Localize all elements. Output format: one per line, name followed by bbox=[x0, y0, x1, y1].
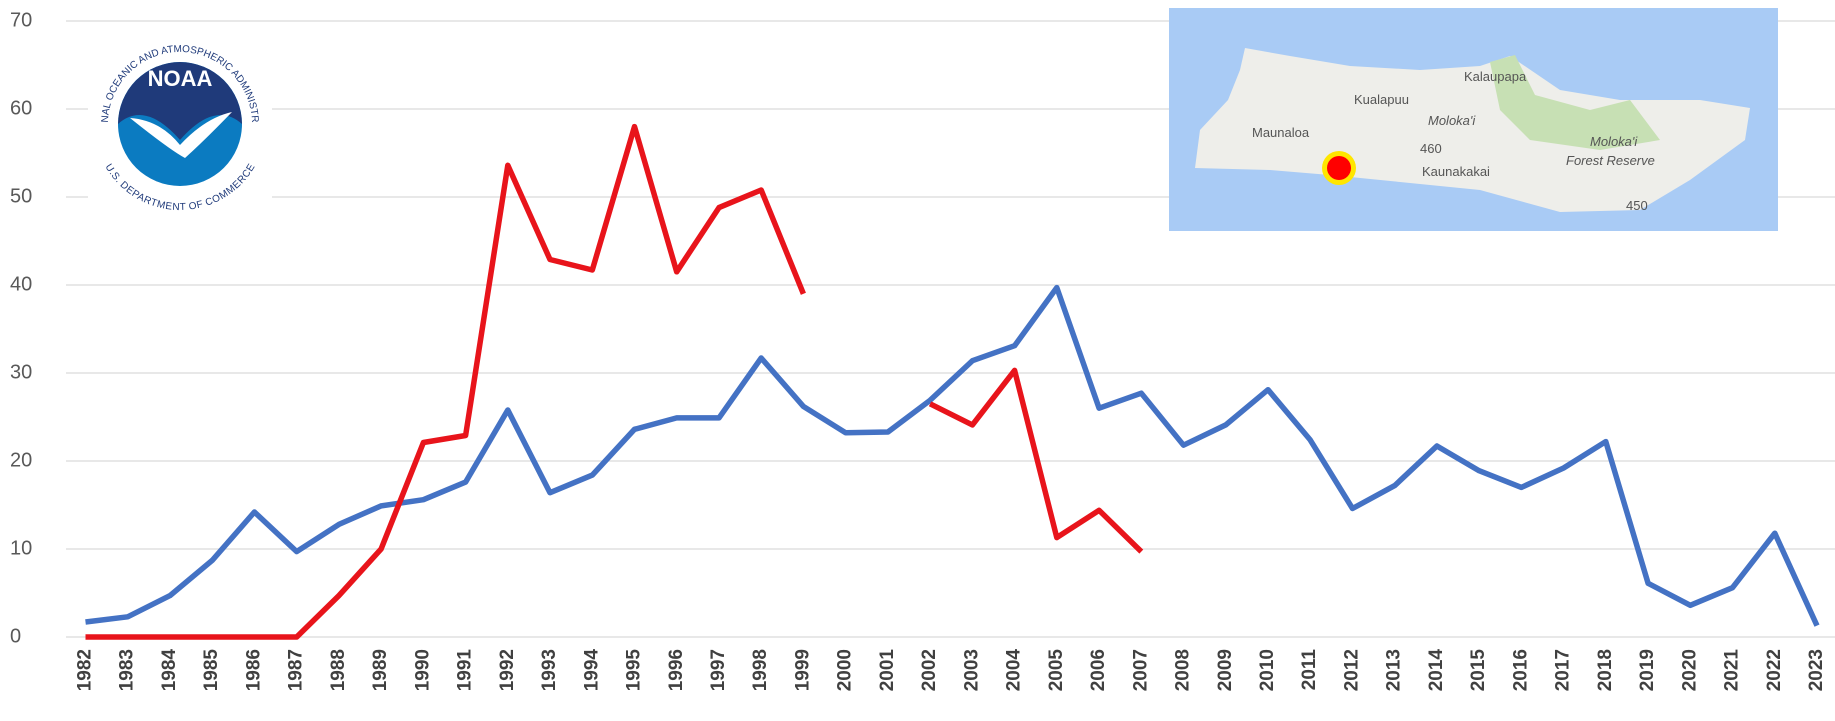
x-tick-label: 1985 bbox=[201, 649, 222, 692]
map-label: Kualapuu bbox=[1354, 92, 1409, 107]
x-tick-label: 1992 bbox=[497, 649, 518, 691]
x-tick-label: 1999 bbox=[792, 649, 813, 691]
x-tick-label: 1991 bbox=[455, 649, 476, 692]
x-tick-label: 2015 bbox=[1468, 649, 1489, 692]
x-tick-label: 2021 bbox=[1722, 649, 1743, 692]
x-tick-label: 1986 bbox=[243, 649, 264, 691]
x-tick-label: 2001 bbox=[877, 649, 898, 692]
x-tick-label: 2017 bbox=[1553, 649, 1574, 691]
x-tick-label: 1983 bbox=[117, 649, 138, 691]
x-tick-label: 2012 bbox=[1341, 649, 1362, 691]
y-tick-label: 50 bbox=[10, 185, 32, 207]
logo-name: NOAA bbox=[148, 66, 213, 91]
y-tick-label: 10 bbox=[10, 537, 32, 559]
x-tick-label: 1996 bbox=[666, 649, 687, 691]
y-tick-label: 30 bbox=[10, 361, 32, 383]
x-tick-label: 2010 bbox=[1257, 649, 1278, 691]
x-tick-label: 2003 bbox=[961, 649, 982, 691]
y-tick-label: 20 bbox=[10, 449, 32, 471]
x-tick-label: 1989 bbox=[370, 649, 391, 691]
map-label: Forest Reserve bbox=[1566, 153, 1655, 168]
x-tick-label: 2006 bbox=[1088, 649, 1109, 691]
x-tick-label: 2004 bbox=[1004, 649, 1025, 692]
x-tick-label: 2009 bbox=[1215, 649, 1236, 691]
y-tick-label: 40 bbox=[10, 273, 32, 295]
x-tick-label: 1993 bbox=[539, 649, 560, 691]
map-marker bbox=[1327, 156, 1351, 180]
x-tick-label: 1997 bbox=[708, 649, 729, 691]
x-tick-label: 1982 bbox=[75, 649, 96, 691]
map: Kalaupapa Kualapuu Maunaloa Moloka'i 460… bbox=[1169, 8, 1778, 231]
x-tick-label: 1984 bbox=[159, 649, 180, 692]
x-tick-label: 2019 bbox=[1637, 649, 1658, 691]
x-tick-label: 2005 bbox=[1046, 649, 1067, 692]
y-tick-label: 60 bbox=[10, 97, 32, 119]
x-tick-label: 2014 bbox=[1426, 649, 1447, 692]
map-label: Moloka'i bbox=[1428, 113, 1476, 128]
chart: 0 10 20 30 40 50 60 70 NOAA NATIONAL OCEANIC AN… bbox=[0, 0, 1835, 721]
x-tick-label: 1998 bbox=[750, 649, 771, 691]
x-tick-label: 1995 bbox=[624, 649, 645, 692]
y-tick-label: 0 bbox=[10, 625, 21, 647]
y-tick-label: 70 bbox=[10, 9, 32, 31]
x-tick-label: 2022 bbox=[1764, 649, 1785, 691]
x-tick-label: 2008 bbox=[1173, 649, 1194, 691]
map-label: 460 bbox=[1420, 141, 1442, 156]
x-tick-label: 1990 bbox=[412, 649, 433, 691]
map-label: Moloka'i bbox=[1590, 134, 1638, 149]
x-tick-label: 2007 bbox=[1130, 649, 1151, 691]
noaa-logo: NOAA NATIONAL OCEANIC AND ATMOSPHERIC AD… bbox=[0, 0, 272, 219]
x-tick-label: 1987 bbox=[286, 649, 307, 691]
x-tick-label: 2000 bbox=[835, 649, 856, 691]
x-tick-label: 1994 bbox=[581, 649, 602, 692]
x-tick-label: 2011 bbox=[1299, 649, 1320, 691]
map-label: Kaunakakai bbox=[1422, 164, 1490, 179]
x-labels: 1982 1983 1984 1985 1986 1987 1988 1989 1990 1991… bbox=[75, 649, 1828, 692]
x-tick-label: 2023 bbox=[1806, 649, 1827, 691]
series-line bbox=[86, 288, 1818, 626]
x-tick-label: 2002 bbox=[919, 649, 940, 691]
x-tick-label: 2018 bbox=[1595, 649, 1616, 691]
x-tick-label: 2016 bbox=[1510, 649, 1531, 691]
map-label: 450 bbox=[1626, 198, 1648, 213]
map-label: Maunaloa bbox=[1252, 125, 1310, 140]
x-tick-label: 2020 bbox=[1679, 649, 1700, 691]
map-label: Kalaupapa bbox=[1464, 69, 1527, 84]
x-tick-label: 1988 bbox=[328, 649, 349, 691]
x-tick-label: 2013 bbox=[1384, 649, 1405, 691]
